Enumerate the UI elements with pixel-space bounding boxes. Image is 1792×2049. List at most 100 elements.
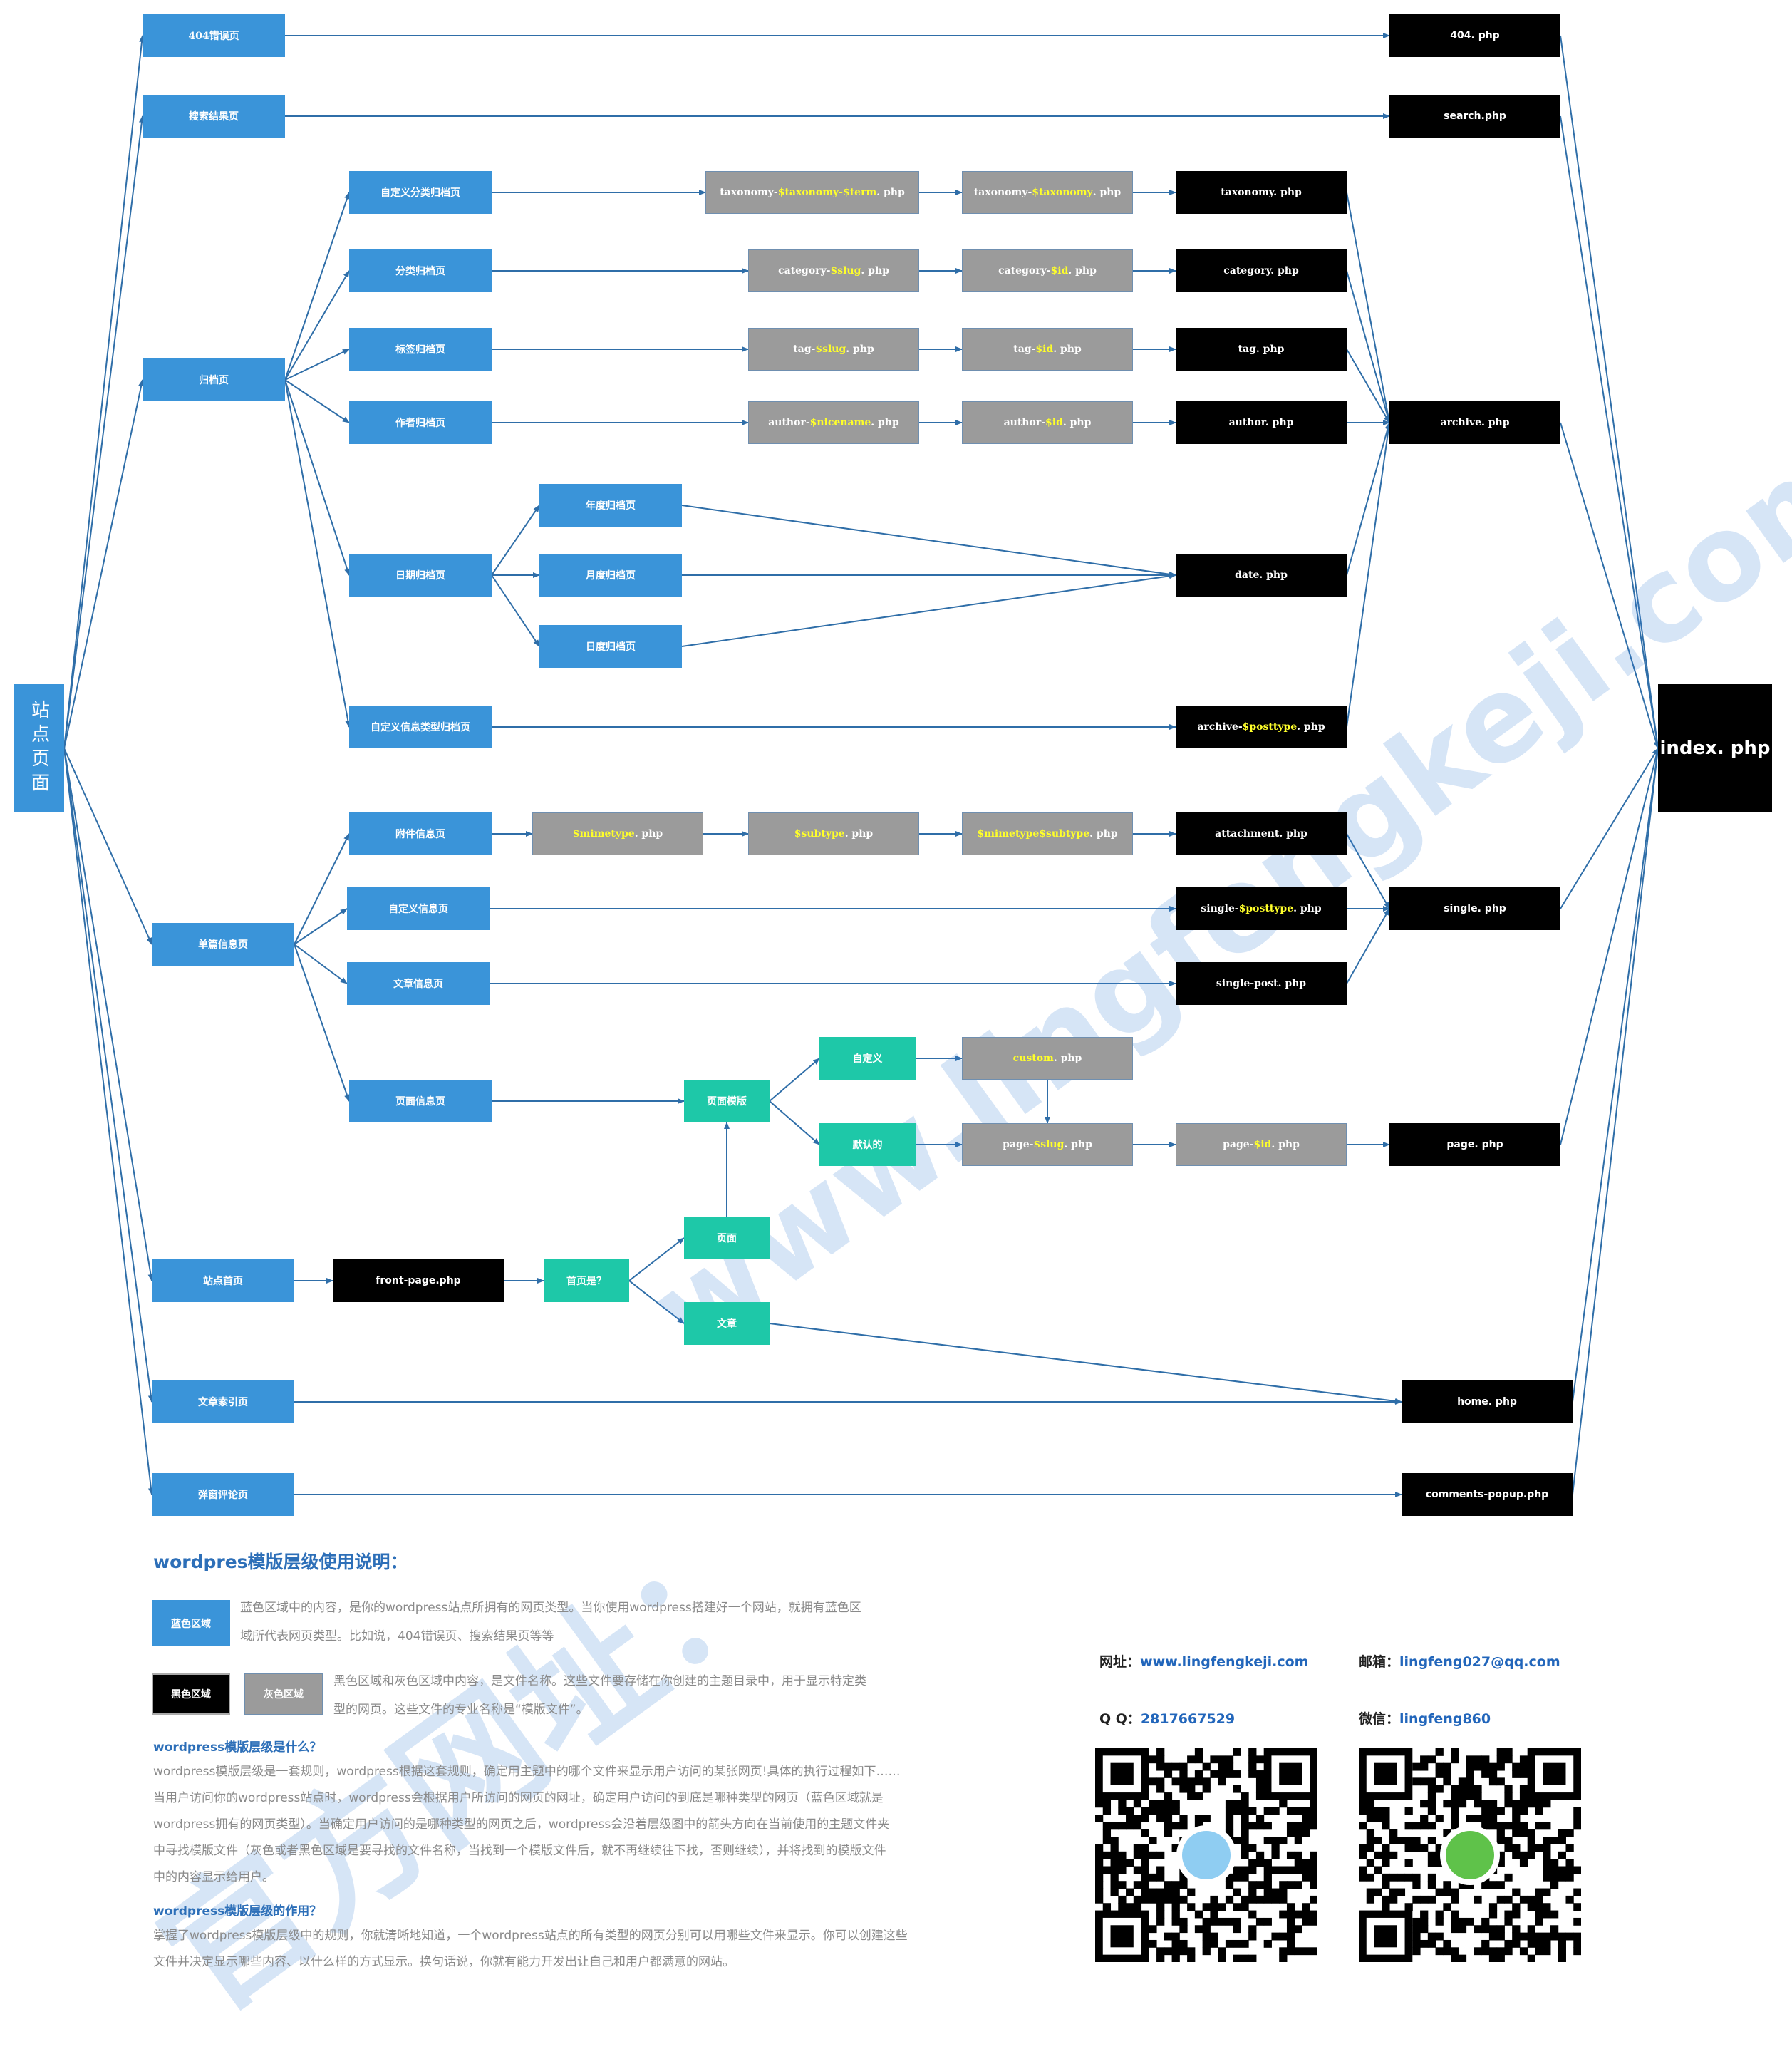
connector-arrow bbox=[294, 833, 350, 945]
contact-email: 邮箱：lingfeng027@qq.com bbox=[1359, 1654, 1560, 1670]
file-page: page. php bbox=[1389, 1123, 1560, 1166]
connector-arrow bbox=[1346, 422, 1391, 576]
node-date-archive: 日期归档页 bbox=[349, 554, 492, 597]
connector-arrow bbox=[284, 192, 350, 381]
connector-arrow bbox=[1572, 748, 1660, 1495]
contact-website: 网址：www.lingfengkeji.com bbox=[1099, 1654, 1309, 1670]
connector-arrow bbox=[284, 379, 350, 423]
connector-arrow bbox=[294, 908, 348, 945]
node-taxonomy-archive: 自定义分类归档页 bbox=[349, 171, 492, 214]
legend-blue-text-1: 蓝色区域中的内容，是你的wordpress站点所拥有的网页类型。当你使用word… bbox=[240, 1601, 861, 1615]
node-404-page: 404错误页 bbox=[143, 14, 285, 57]
connector-arrow bbox=[769, 1058, 820, 1102]
answer-use-line-1: 掌握了wordpress模版层级中的规则，你就清晰地知道，一个wordpress… bbox=[153, 1929, 908, 1943]
wechat-qr-code-icon bbox=[1359, 1748, 1581, 1962]
file-date: date. php bbox=[1176, 554, 1347, 597]
question-what-title: wordpress模版层级是什么？ bbox=[153, 1740, 322, 1755]
node-month-archive: 月度归档页 bbox=[539, 554, 682, 597]
connector-arrow bbox=[681, 573, 1176, 647]
file-category: category. php bbox=[1176, 249, 1347, 292]
file-taxonomy: taxonomy. php bbox=[1176, 171, 1347, 214]
node-attachment-single: 附件信息页 bbox=[349, 812, 492, 855]
file-category-id: category- $id. php bbox=[962, 249, 1133, 292]
node-day-archive: 日度归档页 bbox=[539, 625, 682, 668]
question-use-title: wordpress模版层级的作用？ bbox=[153, 1904, 322, 1919]
node-post-index: 文章索引页 bbox=[152, 1380, 294, 1423]
file-tag-id: tag- $id. php bbox=[962, 328, 1133, 371]
node-post-single: 文章信息页 bbox=[347, 962, 490, 1005]
legend-black-gray-text-2: 型的网页。这些文件的专业名称是“模版文件”。 bbox=[333, 1703, 589, 1717]
node-comments-popup: 弹窗评论页 bbox=[152, 1473, 294, 1516]
answer-what-line-5: 中的内容显示给用户。 bbox=[153, 1870, 274, 1884]
connector-arrow bbox=[284, 379, 350, 576]
connector-arrow bbox=[1346, 833, 1390, 909]
node-custom-template: 自定义 bbox=[819, 1037, 916, 1080]
node-cpt-archive: 自定义信息类型归档页 bbox=[349, 706, 492, 748]
legend-black-swatch: 黑色区域 bbox=[152, 1673, 230, 1715]
contact-qq: Q Q：2817667529 bbox=[1099, 1711, 1236, 1727]
connector-lines bbox=[63, 33, 1660, 1497]
connector-arrow bbox=[491, 574, 540, 647]
file-author: author. php bbox=[1176, 401, 1347, 444]
connector-arrow bbox=[681, 505, 1176, 577]
answer-what-line-4: 中寻找模版文件（灰色或者黑色区域是要寻找的文件名称，当找到一个模版文件后，就不再… bbox=[153, 1844, 886, 1858]
connector-arrow bbox=[1560, 748, 1659, 1145]
file-archive-posttype: archive- $posttype. php bbox=[1176, 706, 1347, 748]
connector-arrow bbox=[63, 748, 154, 1403]
connector-arrow bbox=[284, 349, 350, 381]
email-link[interactable]: lingfeng027@qq.com bbox=[1399, 1654, 1560, 1670]
node-category-archive: 分类归档页 bbox=[349, 249, 492, 292]
connector-arrow bbox=[1346, 270, 1391, 423]
file-archive: archive. php bbox=[1389, 401, 1560, 444]
connector-arrow bbox=[1560, 35, 1660, 749]
answer-use-line-2: 文件并决定显示哪些内容、以什么样的方式显示。换句话说，你就有能力开发出让自己和用… bbox=[153, 1955, 735, 1969]
answer-what-line-1: wordpress模版层级是一套规则，wordpress根据这套规则，确定用主题… bbox=[153, 1765, 901, 1779]
file-single-posttype: single- $posttype. php bbox=[1176, 887, 1347, 930]
file-taxonomy-taxonomy: taxonomy- $taxonomy. php bbox=[962, 171, 1133, 214]
connector-arrow bbox=[63, 748, 154, 1495]
connector-arrow bbox=[628, 1280, 685, 1324]
connector-arrow bbox=[284, 379, 351, 728]
node-front-page-option: 页面 bbox=[684, 1217, 770, 1259]
legend-black-gray-text-1: 黑色区域和灰色区域中内容，是文件名称。这些文件要存储在你创建的主题目录中，用于显… bbox=[333, 1674, 866, 1688]
legend-gray-swatch: 灰色区域 bbox=[244, 1673, 323, 1715]
node-site-front: 站点首页 bbox=[152, 1259, 294, 1302]
file-tag-slug: tag- $slug. php bbox=[748, 328, 919, 371]
file-search: search.php bbox=[1389, 95, 1560, 138]
node-front-post-option: 文章 bbox=[684, 1302, 770, 1345]
connector-arrow bbox=[769, 1100, 820, 1145]
answer-what-line-2: 当用户访问你的wordpress站点时，wordpress会根据用户所访问的网页… bbox=[153, 1791, 884, 1805]
connector-arrow bbox=[1560, 422, 1659, 749]
file-single: single. php bbox=[1389, 887, 1560, 930]
file-page-id: page- $id. php bbox=[1176, 1123, 1347, 1166]
connector-arrow bbox=[1346, 349, 1390, 423]
connector-arrow bbox=[1346, 192, 1392, 423]
connector-arrow bbox=[1572, 748, 1660, 1403]
connector-arrow bbox=[1560, 748, 1659, 909]
connector-arrow bbox=[628, 1237, 685, 1281]
legend-blue-swatch: 蓝色区域 bbox=[152, 1600, 230, 1646]
node-custom-single: 自定义信息页 bbox=[347, 887, 490, 930]
connector-arrow bbox=[491, 505, 540, 576]
connector-arrow bbox=[63, 748, 154, 1281]
website-link[interactable]: www.lingfengkeji.com bbox=[1140, 1654, 1309, 1670]
file-mimetype-subtype: $mimetype$subtype. php bbox=[962, 812, 1133, 855]
connector-arrow bbox=[1346, 422, 1392, 728]
connector-arrow bbox=[63, 748, 152, 945]
connector-arrow bbox=[63, 379, 145, 749]
file-home: home. php bbox=[1402, 1380, 1573, 1423]
node-is-front: 首页是？ bbox=[544, 1259, 629, 1302]
file-index: index. php bbox=[1658, 684, 1772, 812]
node-author-archive: 作者归档页 bbox=[349, 401, 492, 444]
file-attachment: attachment. php bbox=[1176, 812, 1347, 855]
contact-wechat: 微信：lingfeng860 bbox=[1359, 1711, 1491, 1727]
file-front-page: front-page.php bbox=[333, 1259, 504, 1302]
file-404: 404. php bbox=[1389, 14, 1560, 57]
connector-arrow bbox=[294, 944, 350, 1102]
connector-arrow bbox=[284, 270, 350, 381]
file-category-slug: category- $slug. php bbox=[748, 249, 919, 292]
file-comments-popup: comments-popup.php bbox=[1402, 1473, 1573, 1516]
file-author-id: author- $id. php bbox=[962, 401, 1133, 444]
qq-qr-code-icon bbox=[1095, 1748, 1317, 1962]
node-archive-page: 归档页 bbox=[143, 358, 285, 401]
